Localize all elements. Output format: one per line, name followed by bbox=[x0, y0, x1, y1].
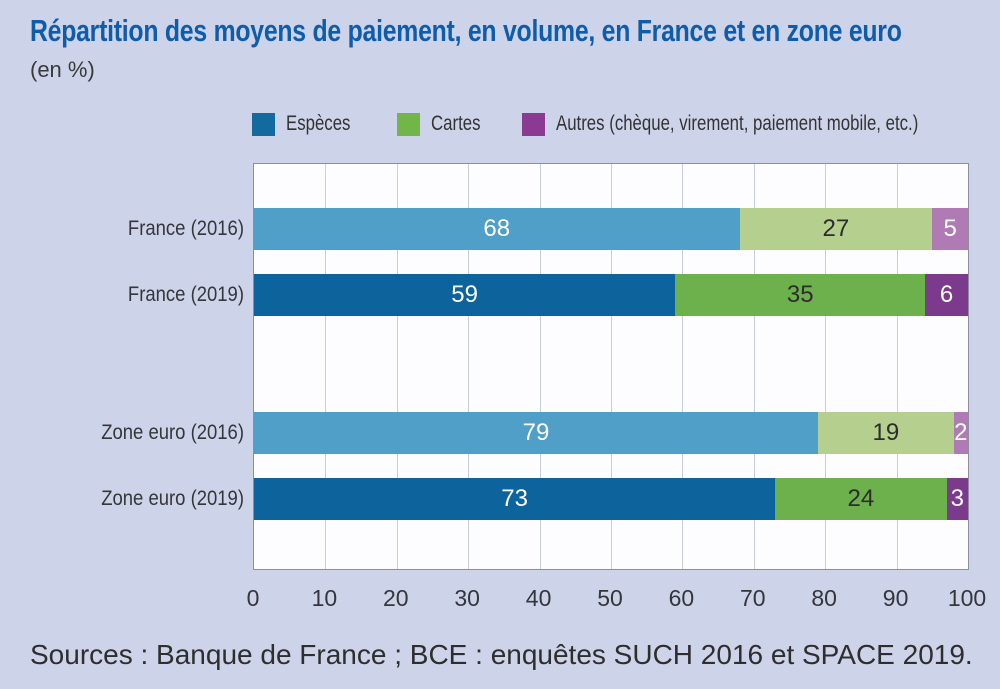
gridline bbox=[325, 164, 327, 569]
bar-france-2019: 59 35 6 bbox=[254, 274, 968, 316]
x-tick-label: 90 bbox=[882, 585, 909, 611]
gridline bbox=[682, 164, 684, 569]
legend-label: Cartes bbox=[430, 112, 481, 135]
bar-segment-autres: 3 bbox=[946, 478, 968, 520]
bar-value-label: 35 bbox=[786, 281, 814, 308]
bar-segment-especes: 59 bbox=[254, 274, 676, 316]
bar-value-label: 79 bbox=[522, 419, 550, 446]
bar-value-label: 68 bbox=[483, 215, 511, 242]
x-tick-label: 30 bbox=[454, 585, 480, 611]
bar-value-label: 6 bbox=[939, 281, 954, 308]
bar-value-label: 27 bbox=[822, 215, 850, 242]
bar-value-label: 73 bbox=[501, 485, 528, 512]
bar-value-label: 5 bbox=[943, 215, 957, 242]
legend-label: Espèces bbox=[286, 112, 351, 135]
x-tick-label: 50 bbox=[597, 585, 623, 611]
bar-value-label: 3 bbox=[950, 485, 964, 512]
bar-segment-autres: 5 bbox=[932, 208, 968, 250]
legend-item-especes: Espèces bbox=[252, 112, 367, 136]
gridline bbox=[468, 164, 470, 569]
x-tick-label: 80 bbox=[811, 585, 837, 611]
x-tick-label: 70 bbox=[740, 585, 766, 611]
chart-legend: Espèces Cartes Autres (chèque, virement, p… bbox=[252, 112, 1000, 136]
x-tick-label: 0 bbox=[246, 585, 260, 611]
bar-segment-autres: 6 bbox=[925, 274, 968, 316]
bar-segment-especes: 73 bbox=[254, 478, 776, 520]
gridline bbox=[539, 164, 541, 569]
gridline bbox=[753, 164, 755, 569]
legend-swatch-especes bbox=[252, 112, 275, 136]
source-note: Sources : Banque de France ; BCE : enquê… bbox=[30, 639, 973, 670]
gridline bbox=[896, 164, 898, 569]
x-tick-label: 40 bbox=[525, 585, 552, 611]
bar-segment-cartes: 35 bbox=[675, 274, 926, 316]
bar-value-label: 2 bbox=[954, 419, 968, 446]
category-label: Zone euro (2019) bbox=[101, 487, 244, 510]
gridline bbox=[825, 164, 827, 569]
category-label: France (2016) bbox=[127, 217, 244, 240]
legend-label: Autres (chèque, virement, paiement mobil… bbox=[556, 112, 919, 135]
bar-value-label: 19 bbox=[872, 419, 900, 446]
x-tick-label: 100 bbox=[947, 585, 987, 611]
legend-item-autres: Autres (chèque, virement, paiement mobil… bbox=[522, 112, 1000, 136]
chart-subtitle: (en %) bbox=[30, 57, 95, 82]
gridline bbox=[611, 164, 612, 569]
bar-segment-cartes: 24 bbox=[775, 478, 947, 520]
bar-zone-euro-2016: 79 19 2 bbox=[254, 412, 968, 454]
x-tick-label: 10 bbox=[311, 585, 338, 611]
chart-title: Répartition des moyens de paiement, en v… bbox=[30, 13, 902, 48]
gridline bbox=[396, 164, 398, 569]
x-tick-label: 60 bbox=[668, 585, 695, 611]
legend-swatch-cartes bbox=[396, 112, 420, 136]
bar-value-label: 24 bbox=[847, 485, 875, 512]
category-label: Zone euro (2016) bbox=[101, 421, 244, 444]
legend-swatch-autres bbox=[522, 112, 546, 136]
bar-segment-especes: 79 bbox=[254, 412, 819, 454]
x-tick-label: 20 bbox=[383, 585, 409, 611]
bar-zone-euro-2019: 73 24 3 bbox=[254, 478, 968, 520]
bar-segment-especes: 68 bbox=[254, 208, 740, 250]
category-label: France (2019) bbox=[127, 283, 244, 306]
bar-segment-autres: 2 bbox=[953, 412, 968, 454]
bar-segment-cartes: 19 bbox=[818, 412, 954, 454]
bar-france-2016: 68 27 5 bbox=[254, 208, 968, 250]
bar-segment-cartes: 27 bbox=[739, 208, 933, 250]
plot-area: 68 27 5 59 35 6 79 19 2 73 24 3 bbox=[253, 163, 969, 570]
legend-item-cartes: Cartes bbox=[396, 112, 493, 136]
bar-value-label: 59 bbox=[451, 281, 478, 308]
